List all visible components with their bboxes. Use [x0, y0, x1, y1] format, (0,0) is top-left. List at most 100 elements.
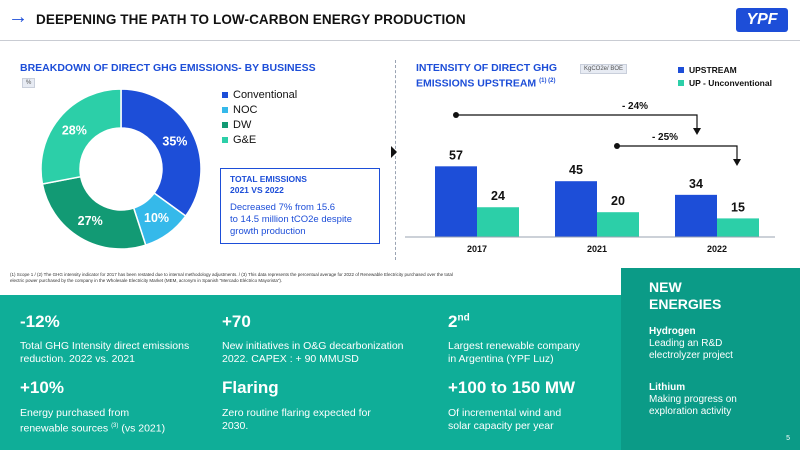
legend-item-ge: G&E: [222, 132, 297, 147]
kpi-desc-line: New initiatives in O&G decarbonization: [222, 340, 404, 352]
kpi-desc-line: renewable sources (3) (vs 2021): [20, 420, 165, 436]
footnote-line: (1) Scope 1 / (2) The GHG intensity indi…: [10, 272, 453, 277]
total-emissions-box: TOTAL EMISSIONS 2021 VS 2022 Decreased 7…: [220, 168, 380, 244]
bar-unconventional-2022: [717, 218, 759, 237]
kpi-desc-line: Zero routine flaring expected for: [222, 407, 371, 419]
new-energies-hydrogen: Hydrogen Leading an R&D electrolyzer pro…: [649, 326, 733, 362]
donut-legend: Conventional NOC DW G&E: [222, 87, 297, 147]
donut-value-label: 27%: [78, 214, 103, 228]
change-arrow-label: - 25%: [652, 132, 678, 143]
donut-value-label: 35%: [162, 135, 187, 149]
legend-item-noc: NOC: [222, 102, 297, 117]
legend-swatch: [222, 91, 228, 98]
legend-item-dw: DW: [222, 117, 297, 132]
kpi-renewable-rank: 2nd Largest renewable company in Argenti…: [448, 312, 580, 366]
total-title-line: TOTAL EMISSIONS: [230, 174, 307, 184]
page-title: DEEPENING THE PATH TO LOW-CARBON ENERGY …: [36, 12, 466, 27]
legend-label: DW: [233, 118, 252, 131]
change-arrow-dot: [614, 143, 620, 149]
kpi-desc: Energy purchased from renewable sources …: [20, 407, 165, 436]
donut-unit-badge: %: [22, 78, 36, 88]
kpi-value: +100 to 150 MW: [448, 378, 576, 397]
legend-swatch: [678, 79, 684, 86]
donut-slice-ge: [40, 88, 122, 185]
section-divider: [395, 60, 396, 260]
x-tick-label: 2017: [467, 244, 487, 254]
kpi-desc-line: Of incremental wind and: [448, 407, 562, 419]
bar-value-label: 57: [449, 148, 463, 162]
kpi-value: +70: [222, 312, 251, 331]
kpi-reduction: -12% Total GHG Intensity direct emission…: [20, 312, 189, 366]
side-item-line: electrolyzer project: [649, 350, 733, 361]
side-title-line: NEW: [649, 279, 682, 295]
kpi-value-main: 2: [448, 312, 458, 331]
total-text-line: to 14.5 million tCO2e despite: [230, 214, 352, 225]
kpi-desc: Zero routine flaring expected for 2030.: [222, 407, 371, 433]
bar-chart-title: INTENSITY OF DIRECT GHG EMISSIONS UPSTRE…: [416, 62, 557, 91]
kpi-desc-line: 2030.: [222, 420, 249, 432]
side-title-line: ENERGIES: [649, 296, 722, 312]
bar-unconventional-2021: [597, 212, 639, 237]
kpi-desc-line: solar capacity per year: [448, 420, 554, 432]
kpi-desc-text: (vs 2021): [118, 422, 166, 435]
kpi-desc-text: renewable sources: [20, 422, 112, 435]
bar-unit-badge: KgCO2e/ BOE: [580, 64, 628, 74]
legend-label: G&E: [233, 133, 257, 146]
bar-upstream-2017: [435, 166, 477, 237]
kpi-desc: Total GHG Intensity direct emissions red…: [20, 340, 189, 366]
total-emissions-title: TOTAL EMISSIONS 2021 VS 2022: [230, 174, 370, 196]
change-arrow-label: - 24%: [622, 101, 648, 112]
total-title-line: 2021 VS 2022: [230, 185, 284, 195]
arrow-right-icon: →: [8, 6, 28, 28]
footnote-line: electric power purchased by the company …: [10, 278, 283, 283]
side-item-line: exploration activity: [649, 406, 732, 417]
side-item-line: Leading an R&D: [649, 338, 723, 349]
footnote: (1) Scope 1 / (2) The GHG intensity indi…: [10, 272, 610, 284]
bar-title-line: EMISSIONS UPSTREAM (1) (2): [416, 75, 557, 91]
bar-unconventional-2017: [477, 207, 519, 237]
legend-swatch: [678, 66, 684, 73]
kpi-desc-line: Energy purchased from: [20, 407, 130, 419]
legend-label: NOC: [233, 103, 258, 116]
new-energies-lithium: Lithium Making progress on exploration a…: [649, 382, 737, 418]
bar-title-sup: (1) (2): [539, 78, 556, 84]
x-tick-label: 2022: [707, 244, 727, 254]
bar-legend: UPSTREAM UP - Unconventional: [678, 63, 772, 89]
legend-swatch: [222, 136, 228, 143]
bar-value-label: 45: [569, 163, 583, 177]
kpi-flaring: Flaring Zero routine flaring expected fo…: [222, 378, 371, 433]
legend-label: UPSTREAM: [689, 64, 737, 75]
kpi-desc-line: Total GHG Intensity direct emissions: [20, 340, 190, 352]
donut-slice-dw: [41, 175, 147, 250]
bar-value-label: 24: [491, 189, 505, 203]
kpi-value: +10%: [20, 378, 64, 397]
donut-chart: 35% 10% 27% 28%: [40, 88, 202, 250]
new-energies-panel: NEW ENERGIES Hydrogen Leading an R&D ele…: [621, 268, 800, 450]
kpi-value-sup: nd: [457, 312, 470, 324]
kpi-desc-line: reduction. 2022 vs. 2021: [20, 353, 135, 365]
total-text-line: Decreased 7% from 15.6: [230, 202, 336, 213]
kpi-desc-line: Largest renewable company: [448, 340, 580, 352]
kpi-value: 2nd: [448, 312, 580, 332]
header-divider: [0, 40, 800, 41]
total-emissions-text: Decreased 7% from 15.6 to 14.5 million t…: [230, 202, 370, 238]
kpi-capacity: +100 to 150 MW Of incremental wind and s…: [448, 378, 575, 433]
legend-swatch: [222, 106, 228, 113]
bar-upstream-2021: [555, 181, 597, 237]
bar-title-text: EMISSIONS UPSTREAM: [416, 77, 537, 90]
side-item-heading: Hydrogen: [649, 326, 696, 337]
bar-chart: 57 24 2017 45 20 2021 34 15 2022 - 24% - 25%: [405, 101, 775, 254]
bar-value-label: 20: [611, 194, 625, 208]
legend-item-unconventional: UP - Unconventional: [678, 76, 772, 89]
kpi-desc-sup: (3): [111, 423, 119, 429]
kpi-desc-line: in Argentina (YPF Luz): [448, 353, 554, 365]
total-text-line: growth production: [230, 226, 306, 237]
change-arrow-dot: [453, 112, 459, 118]
kpi-desc: Of incremental wind and solar capacity p…: [448, 407, 575, 433]
change-arrow: [617, 145, 738, 161]
legend-swatch: [222, 121, 228, 128]
bar-upstream-2022: [675, 194, 717, 237]
donut-title: BREAKDOWN OF DIRECT GHG EMISSIONS- BY BU…: [20, 62, 316, 74]
arrow-down-icon: [693, 128, 701, 135]
kpi-energy-purchased: +10% Energy purchased from renewable sou…: [20, 378, 165, 436]
